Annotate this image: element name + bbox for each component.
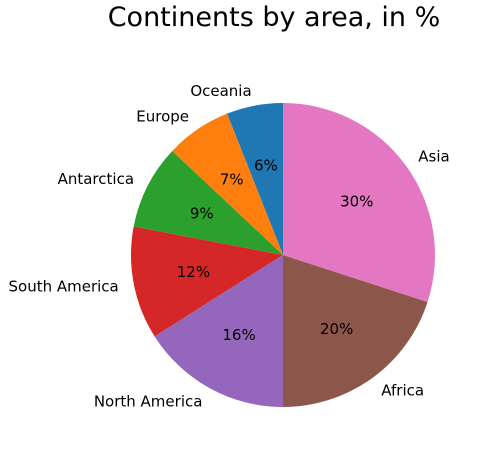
pct-label-europe: 7%: [220, 171, 244, 189]
pct-label-north-america: 16%: [222, 326, 255, 344]
pct-label-africa: 20%: [320, 320, 353, 338]
slice-label-south-america: South America: [9, 277, 119, 295]
pie-slice-africa: [283, 255, 428, 407]
pie-slice-europe: [172, 113, 283, 255]
slice-label-oceania: Oceania: [190, 82, 251, 100]
slice-label-europe: Europe: [136, 108, 189, 126]
pct-label-asia: 30%: [340, 192, 373, 210]
pie-slice-south-america: [130, 226, 283, 337]
pct-label-antarctica: 9%: [190, 205, 214, 223]
pie-slice-asia: [283, 103, 435, 302]
slice-label-africa: Africa: [381, 381, 424, 399]
pct-label-south-america: 12%: [177, 263, 210, 281]
pie-slices: [130, 103, 435, 407]
pie-slice-north-america: [154, 255, 283, 407]
slice-label-antarctica: Antarctica: [58, 170, 134, 188]
pct-label-oceania: 6%: [254, 156, 278, 174]
slice-label-north-america: North America: [94, 393, 203, 411]
pie-slice-oceania: [227, 103, 283, 255]
pie-slice-antarctica: [133, 150, 283, 255]
pie-labels: Oceania 6% Europe 7% Antarctica 9% South Ameri…: [9, 82, 450, 411]
chart-title: Continents by area, in %: [107, 2, 441, 33]
slice-label-asia: Asia: [418, 148, 449, 166]
